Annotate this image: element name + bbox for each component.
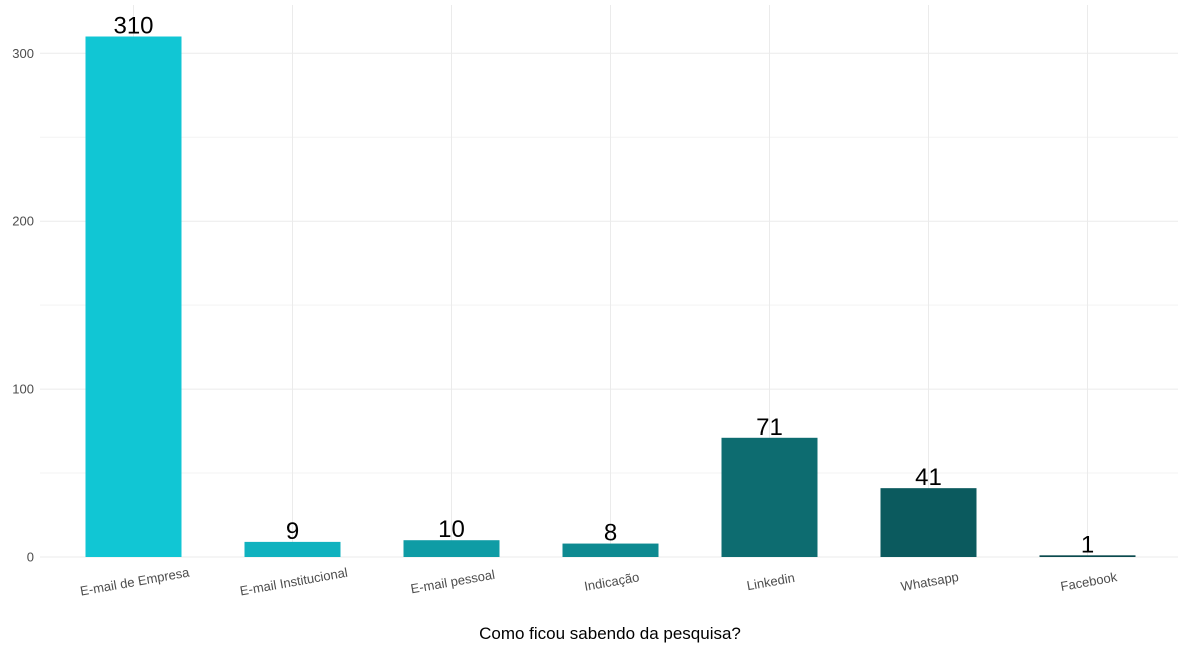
x-tick-label: Linkedin	[746, 570, 796, 593]
x-tick-label: E-mail de Empresa	[79, 564, 191, 598]
data-label: 310	[113, 13, 153, 40]
x-tick-label: Whatsapp	[900, 569, 960, 594]
data-label: 1	[1081, 531, 1094, 558]
y-axis-ticks: 0 100 200 300	[12, 46, 34, 565]
data-label: 9	[286, 518, 299, 545]
bars	[85, 36, 1136, 557]
data-label: 10	[438, 516, 465, 543]
x-tick-label: E-mail pessoal	[409, 567, 496, 597]
y-tick-label: 200	[12, 214, 34, 229]
x-axis-title: Como ficou sabendo da pesquisa?	[479, 624, 741, 643]
y-tick-label: 100	[12, 382, 34, 397]
x-axis-ticks: E-mail de Empresa E-mail Institucional E-m…	[79, 564, 1119, 598]
y-tick-label: 0	[27, 550, 34, 565]
bar	[562, 543, 659, 557]
bar	[403, 540, 500, 557]
data-label: 71	[756, 414, 783, 441]
x-tick-label: Facebook	[1059, 569, 1118, 594]
data-label: 8	[604, 520, 617, 547]
bar	[721, 437, 818, 557]
data-labels: 310 9 10 8 71 41 1	[113, 13, 1094, 559]
data-label: 41	[915, 464, 942, 491]
grid-lines	[40, 5, 1178, 558]
bar	[1039, 555, 1136, 557]
bar	[880, 488, 977, 557]
x-tick-label: E-mail Institucional	[239, 565, 349, 599]
bar	[85, 36, 182, 557]
bar	[244, 541, 341, 557]
y-tick-label: 300	[12, 46, 34, 61]
x-tick-label: Indicação	[583, 569, 640, 593]
